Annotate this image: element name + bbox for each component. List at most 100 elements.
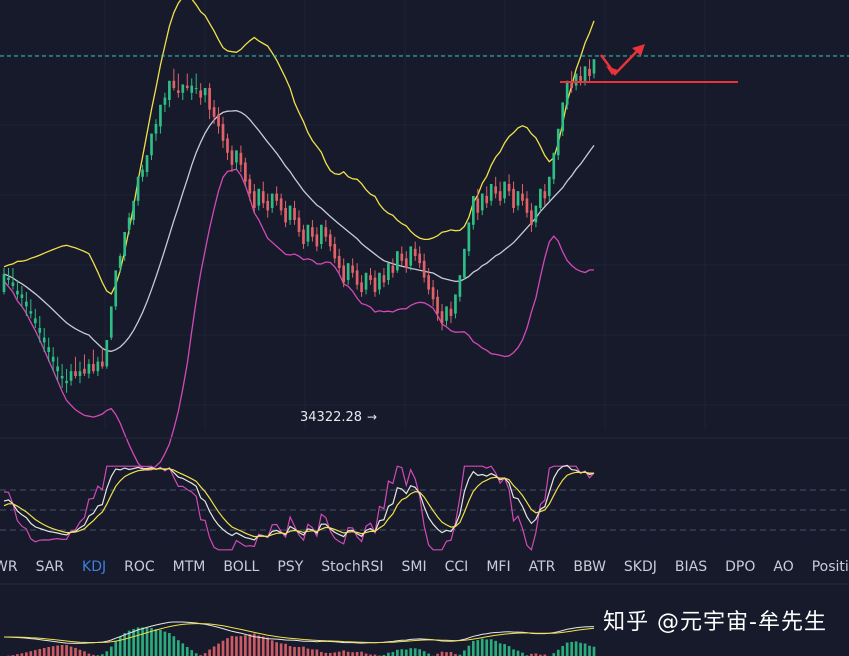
histogram-bar [454,654,457,656]
tab-mtm[interactable]: MTM [172,559,206,575]
candle-body [440,311,444,324]
candle-body [16,290,19,295]
histogram-bar [221,640,225,656]
histogram-bar [118,636,122,656]
tab-skdj[interactable]: SKDJ [623,559,657,575]
histogram-bar [181,643,185,656]
histogram-bar [369,654,372,656]
tab-kdj[interactable]: KDJ [82,559,107,575]
tab-boll[interactable]: BOLL [223,559,260,575]
tab-ao[interactable]: AO [773,559,794,575]
tab-bbw[interactable]: BBW [573,559,606,575]
candle-body [176,90,180,93]
candle-body [78,371,82,376]
candle-body [588,68,591,76]
candle-body [391,265,395,273]
tab-sar[interactable]: SAR [35,559,65,575]
candle-body [360,282,363,292]
tab-roc[interactable]: ROC [124,559,155,575]
candle-body [181,84,185,93]
histogram-bar [132,629,135,656]
candle-body [498,191,502,201]
candle-body [489,184,493,201]
candle-body [275,193,278,201]
histogram-bar [257,635,261,656]
histogram-bar [244,635,247,656]
candle-body [418,253,422,264]
candle-body [235,150,238,163]
candle-body [29,311,33,314]
candle-body [311,227,314,237]
tab-smi[interactable]: SMI [401,559,427,575]
candle-body [288,205,292,220]
candle-body [141,169,144,177]
histogram-bar [185,646,189,656]
tab-wr[interactable]: WR [0,559,18,575]
histogram-bar [284,643,287,656]
candle-body [136,176,140,201]
tab-cci[interactable]: CCI [444,559,469,575]
candle-body [60,376,64,379]
histogram-bar [51,646,55,656]
candle-body [387,263,390,280]
histogram-bar [217,643,220,656]
histogram-bar [16,654,19,656]
tab-stochrsi[interactable]: StochRSI [321,559,384,575]
candle-body [118,256,122,268]
histogram-bar [588,645,591,656]
histogram-bar [105,651,109,656]
tab-dpo[interactable]: DPO [725,559,756,575]
candle-body [556,128,560,156]
histogram-bar [248,634,252,656]
histogram-bar [25,652,28,656]
histogram-bar [552,653,556,656]
candle-body [87,364,91,374]
candle-body [190,85,194,93]
histogram-bar [556,649,560,656]
histogram-bar [226,638,229,656]
tab-atr[interactable]: ATR [528,559,556,575]
candle-body [302,229,305,244]
histogram-bar [391,652,395,656]
histogram-bar [83,651,86,656]
histogram-bar [114,640,118,656]
tab-position[interactable]: Position [811,559,849,575]
candle-body [199,90,203,98]
histogram-bar [395,649,399,656]
histogram-bar [579,642,582,656]
histogram-bar [480,638,484,656]
candle-body [422,260,426,278]
candle-body [516,191,520,206]
candle-body [83,368,86,374]
candle-body [395,251,399,271]
candle-body [458,275,462,297]
histogram-bar [297,646,301,656]
histogram-bar [92,654,95,656]
candle-body [404,258,408,268]
candle-body [337,256,341,268]
histogram-bar [400,649,404,656]
candle-body [480,193,484,211]
candle-body [145,155,149,172]
histogram-bar [320,651,323,656]
candle-body [320,224,323,244]
histogram-bar [100,654,104,656]
candle-body [485,196,489,204]
candle-body [476,198,480,213]
histogram-bar [333,652,337,656]
histogram-bar [404,649,408,656]
tab-psy[interactable]: PSY [277,559,304,575]
candle-body [525,198,529,213]
candle-body [38,328,42,333]
kdj-k-line [3,464,595,541]
candle-body [565,80,569,105]
histogram-bar [471,640,475,656]
tab-mfi[interactable]: MFI [486,559,511,575]
tab-bias[interactable]: BIAS [674,559,708,575]
candle-body [25,301,28,307]
candle-body [552,152,556,180]
red-arrow-path [599,46,642,76]
candle-body [364,272,368,290]
candle-body [427,275,430,290]
candle-body [100,361,104,367]
